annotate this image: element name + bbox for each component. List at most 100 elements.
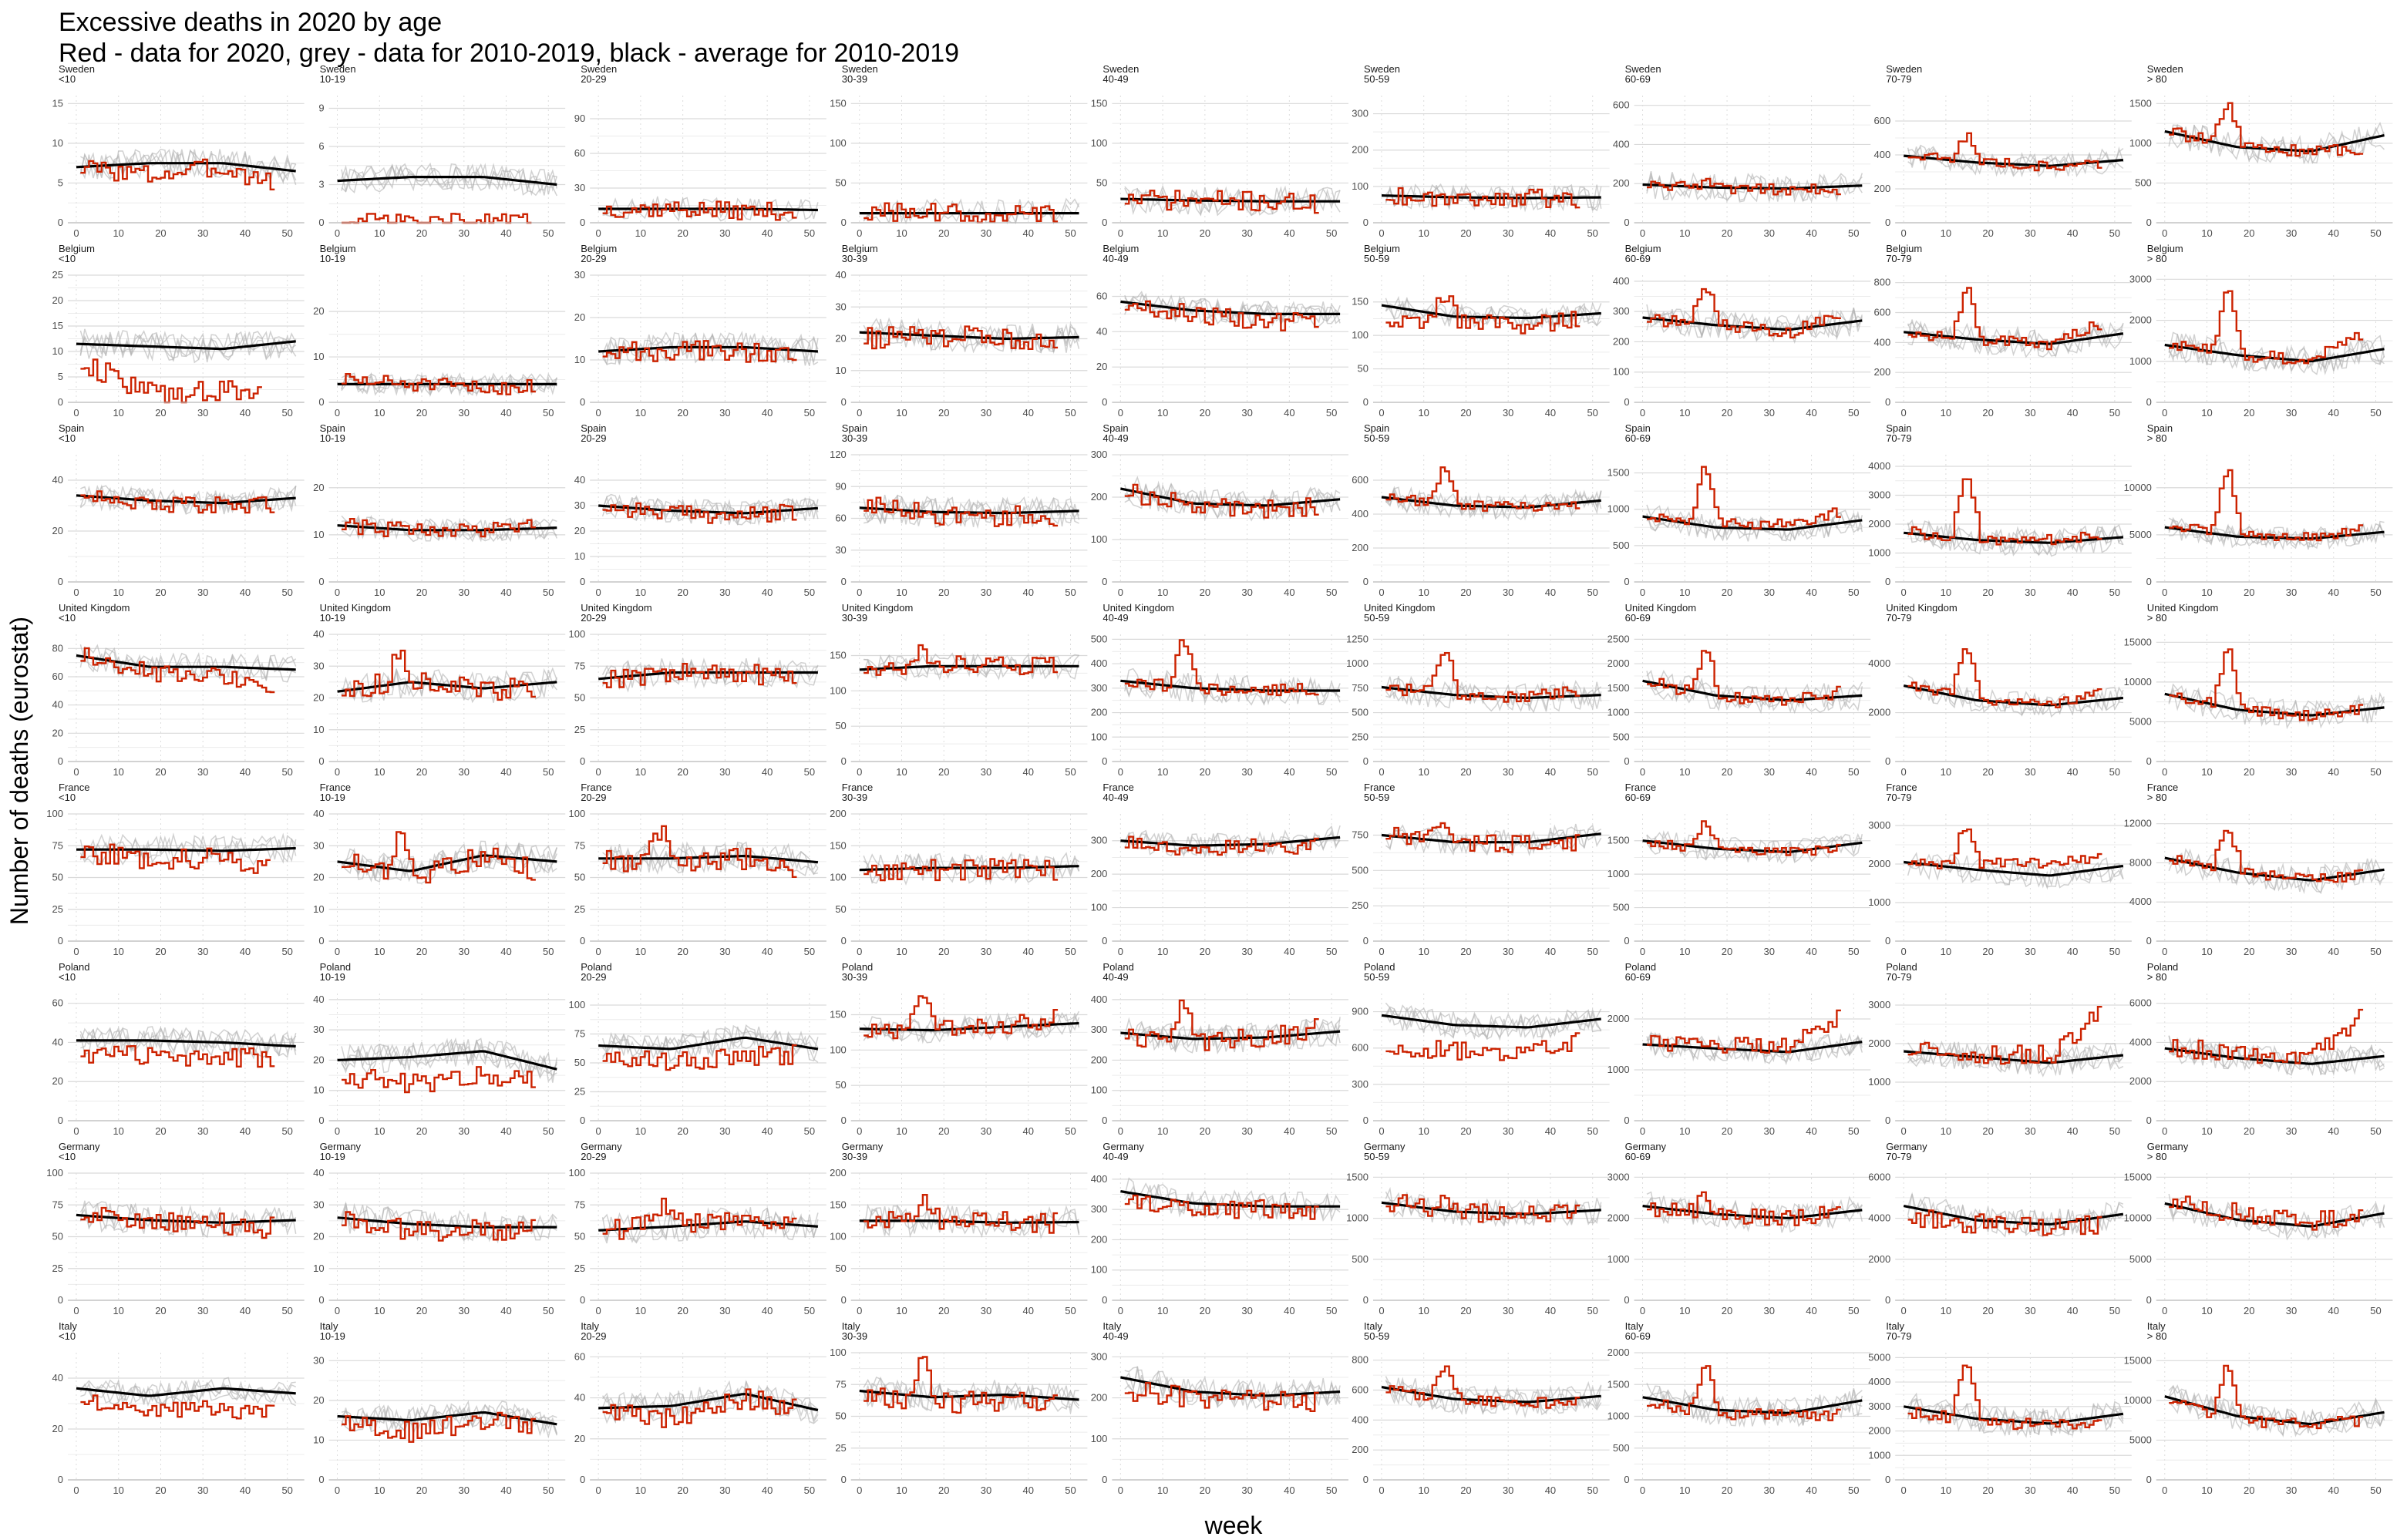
x-tick-label: 30 bbox=[1241, 227, 1252, 239]
x-tick-label: 30 bbox=[459, 1485, 470, 1496]
y-tick-label: 10000 bbox=[2124, 1212, 2152, 1224]
panel-age-label: > 80 bbox=[2147, 971, 2167, 983]
y-tick-label: 2000 bbox=[1868, 1037, 1890, 1049]
x-tick-label: 30 bbox=[2025, 407, 2035, 419]
x-tick-label: 40 bbox=[2328, 1125, 2339, 1137]
panel-age-label: > 80 bbox=[2147, 253, 2167, 264]
x-tick-label: 30 bbox=[197, 1125, 208, 1137]
y-tick-label: 4000 bbox=[1868, 657, 1890, 669]
series-2020-line bbox=[342, 518, 536, 538]
history-line bbox=[341, 1404, 558, 1436]
y-tick-label: 3000 bbox=[1868, 489, 1890, 501]
series-2020-line bbox=[1907, 828, 2102, 869]
y-tick-label: 2000 bbox=[1868, 707, 1890, 718]
y-tick-label: 25 bbox=[574, 1263, 585, 1274]
panel-age-label: 50-59 bbox=[1364, 792, 1389, 803]
history-line bbox=[341, 514, 557, 541]
panel-age-label: 10-19 bbox=[320, 612, 345, 624]
y-tick-label: 0 bbox=[841, 396, 847, 408]
y-tick-label: 60 bbox=[1096, 291, 1107, 302]
x-tick-label: 10 bbox=[374, 946, 385, 957]
x-tick-label: 40 bbox=[1023, 1305, 1034, 1316]
panel-germany-0: Germany<10 0 25 50 75 100 0 10 20 30 40 50 bbox=[46, 1141, 305, 1316]
x-tick-label: 0 bbox=[596, 1305, 601, 1316]
x-tick-label: 40 bbox=[1284, 1485, 1294, 1496]
y-tick-label: 3000 bbox=[1868, 999, 1890, 1010]
x-tick-label: 10 bbox=[1157, 946, 1168, 957]
y-tick-label: 400 bbox=[1091, 994, 1108, 1005]
x-tick-label: 30 bbox=[2025, 766, 2035, 778]
x-tick-label: 50 bbox=[1065, 946, 1076, 957]
y-tick-label: 750 bbox=[1352, 829, 1368, 841]
y-tick-label: 300 bbox=[1091, 449, 1108, 460]
panel-age-label: 60-69 bbox=[1625, 1330, 1651, 1342]
y-tick-label: 100 bbox=[830, 684, 847, 696]
history-line bbox=[1385, 300, 1602, 331]
x-tick-label: 20 bbox=[938, 407, 949, 419]
y-tick-label: 0 bbox=[580, 396, 585, 408]
y-tick-label: 30 bbox=[313, 660, 324, 671]
x-tick-label: 50 bbox=[543, 1485, 554, 1496]
x-tick-label: 20 bbox=[1200, 1125, 1210, 1137]
y-tick-label: 10 bbox=[313, 529, 324, 540]
x-tick-label: 20 bbox=[1722, 587, 1732, 598]
y-tick-label: 20 bbox=[52, 1075, 63, 1087]
x-tick-label: 40 bbox=[762, 946, 773, 957]
history-line bbox=[1646, 830, 1863, 863]
panel-country-label: France bbox=[2147, 782, 2178, 793]
x-tick-label: 0 bbox=[1901, 227, 1907, 239]
history-line bbox=[2168, 1390, 2385, 1438]
x-tick-label: 10 bbox=[2201, 1485, 2212, 1496]
y-tick-label: 150 bbox=[830, 1009, 847, 1021]
panel-country-label: Spain bbox=[1364, 422, 1389, 434]
x-tick-label: 40 bbox=[762, 1305, 773, 1316]
x-tick-label: 50 bbox=[1848, 946, 1859, 957]
x-tick-label: 20 bbox=[938, 1125, 949, 1137]
x-tick-label: 0 bbox=[857, 407, 862, 419]
x-tick-label: 30 bbox=[1764, 1125, 1775, 1137]
x-tick-label: 30 bbox=[1241, 946, 1252, 957]
average-line bbox=[859, 1021, 1079, 1032]
x-tick-label: 20 bbox=[1460, 946, 1471, 957]
history-line bbox=[1907, 1392, 2124, 1438]
y-tick-label: 300 bbox=[1091, 835, 1108, 846]
panel-age-label: <10 bbox=[59, 792, 76, 803]
x-tick-label: 40 bbox=[240, 1125, 251, 1137]
x-tick-label: 0 bbox=[1901, 407, 1907, 419]
series-2020-line bbox=[863, 858, 1059, 882]
y-tick-label: 0 bbox=[841, 935, 847, 947]
x-tick-label: 0 bbox=[1379, 946, 1384, 957]
x-tick-label: 50 bbox=[2370, 946, 2381, 957]
x-tick-label: 10 bbox=[1418, 227, 1429, 239]
y-tick-label: 0 bbox=[1363, 1115, 1368, 1126]
x-tick-label: 40 bbox=[1806, 587, 1816, 598]
y-tick-label: 40 bbox=[52, 1036, 63, 1047]
y-tick-label: 100 bbox=[1613, 366, 1630, 378]
x-tick-label: 0 bbox=[1640, 1305, 1645, 1316]
panel-country-label: Spain bbox=[1103, 422, 1128, 434]
x-tick-label: 50 bbox=[1587, 1485, 1597, 1496]
x-tick-label: 50 bbox=[1848, 227, 1859, 239]
panel-age-label: 60-69 bbox=[1625, 971, 1651, 983]
x-tick-label: 20 bbox=[2244, 1305, 2254, 1316]
y-tick-label: 4000 bbox=[2129, 1036, 2152, 1047]
x-tick-label: 30 bbox=[1764, 1305, 1775, 1316]
panel-country-label: Sweden bbox=[59, 63, 95, 75]
panel-age-label: 10-19 bbox=[320, 1330, 345, 1342]
history-line bbox=[1646, 1033, 1863, 1064]
panel-country-label: United Kingdom bbox=[59, 602, 130, 614]
series-2020-line bbox=[1124, 1194, 1319, 1220]
x-tick-label: 30 bbox=[719, 227, 730, 239]
average-line bbox=[1381, 194, 1601, 200]
panel-country-label: Belgium bbox=[2147, 243, 2183, 254]
series-2020-line bbox=[1907, 287, 2102, 351]
x-tick-label: 50 bbox=[1065, 407, 1076, 419]
y-tick-label: 3000 bbox=[1868, 1400, 1890, 1412]
x-tick-label: 0 bbox=[596, 587, 601, 598]
x-tick-label: 30 bbox=[1503, 766, 1513, 778]
x-tick-label: 10 bbox=[374, 227, 385, 239]
panel-age-label: 70-79 bbox=[1886, 1330, 1911, 1342]
y-tick-label: 400 bbox=[1873, 149, 1890, 160]
